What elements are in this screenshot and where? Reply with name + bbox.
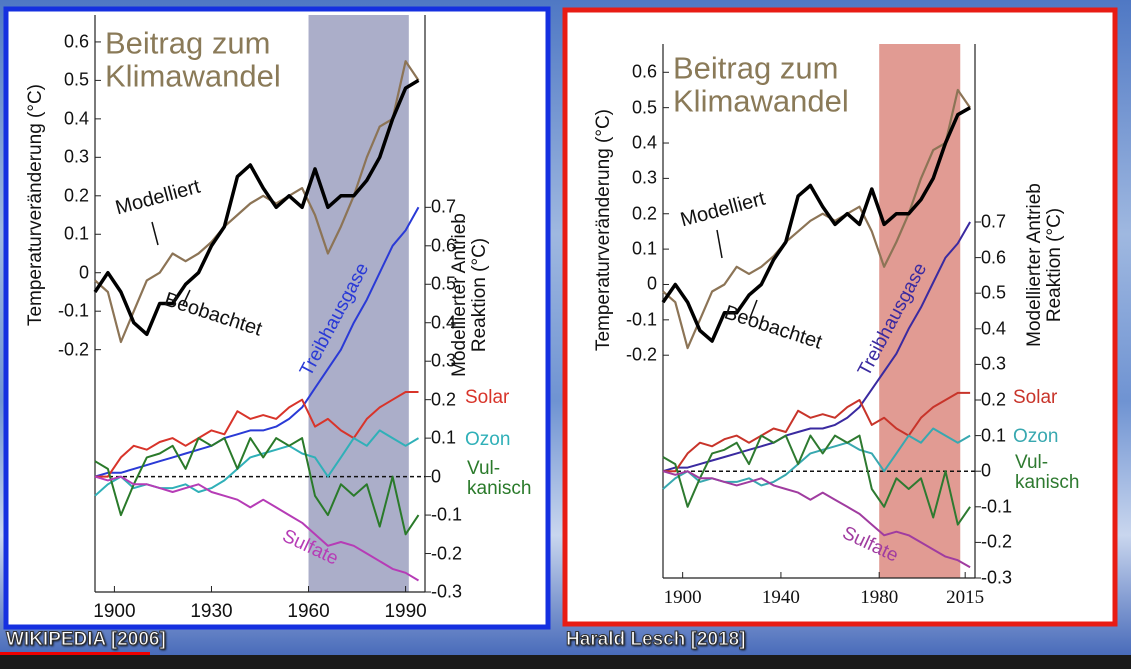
series-line xyxy=(661,106,971,343)
y-tick-label: 0.5 xyxy=(63,69,89,90)
y-axis-label: Temperaturveränderung (°C) xyxy=(25,83,47,327)
y-tick-label: 0.6 xyxy=(63,31,89,52)
y2-tick-label: -0.1 xyxy=(981,496,1013,517)
chart-title: Beitrag zum Klimawandel xyxy=(673,50,849,118)
annotation-arrow xyxy=(716,229,723,259)
series-line xyxy=(662,434,971,526)
y-tick-label: 0.2 xyxy=(63,185,89,206)
y-tick-label: 0.6 xyxy=(631,61,657,82)
series-label: Ozon xyxy=(1013,426,1059,448)
progress xyxy=(0,652,150,655)
player-bar xyxy=(0,655,1131,669)
x-tick-label: 1980 xyxy=(860,587,899,609)
y2-tick-label: 0.7 xyxy=(431,196,457,217)
y-axis-label: Temperaturveränderung (°C) xyxy=(593,108,615,352)
x-tick-label: 2015 xyxy=(946,587,985,609)
series-line xyxy=(94,437,420,536)
series-line xyxy=(93,78,420,337)
panel xyxy=(3,6,551,630)
y2-axis-label: Modellierter Antrieb Reaktion (°C) xyxy=(449,213,490,377)
annotation-arrow xyxy=(182,289,191,306)
source-caption: Harald Lesch [2018] xyxy=(566,629,747,651)
y-tick-label: 0.2 xyxy=(631,203,657,224)
y2-axis-label: Modellierter Antrieb Reaktion (°C) xyxy=(1024,183,1065,347)
y2-tick-label: 0.5 xyxy=(981,282,1007,303)
y2-tick-label: 0.7 xyxy=(981,211,1007,232)
y-tick-label: -0.1 xyxy=(625,309,657,330)
series-label: Ozon xyxy=(465,429,511,451)
y-tick-label: -0.2 xyxy=(57,339,89,360)
series-line xyxy=(663,391,971,473)
annotation-arrow xyxy=(749,299,758,319)
y-tick-label: -0.2 xyxy=(625,344,657,365)
y-tick-label: 0 xyxy=(78,262,89,283)
highlight-band xyxy=(308,15,409,592)
series-label: Vul-kanisch xyxy=(467,458,532,499)
y-tick-label: 0.3 xyxy=(63,146,89,167)
y-tick-label: 0.1 xyxy=(631,238,657,259)
y2-tick-label: -0.2 xyxy=(981,531,1013,552)
x-tick-label: 1900 xyxy=(663,587,702,609)
y2-tick-label: -0.3 xyxy=(981,567,1013,588)
series-line xyxy=(95,391,419,478)
panel xyxy=(562,7,1118,627)
y2-tick-label: 0.1 xyxy=(981,425,1007,446)
y-tick-label: 0.4 xyxy=(63,108,89,129)
y2-tick-label: 0.6 xyxy=(981,247,1007,268)
series-line xyxy=(94,475,420,582)
series-line xyxy=(94,60,420,344)
y-tick-label: 0.4 xyxy=(631,132,657,153)
y2-tick-label: -0.2 xyxy=(431,543,463,564)
chart-title: Beitrag zum Klimawandel xyxy=(105,25,281,93)
series-line xyxy=(662,88,972,350)
y2-tick-label: 0.2 xyxy=(981,389,1007,410)
y2-tick-label: 0.5 xyxy=(431,273,457,294)
y2-tick-label: 0 xyxy=(981,460,992,481)
y2-tick-label: 0.1 xyxy=(431,427,457,448)
series-line xyxy=(94,206,420,478)
y2-tick-label: 0.3 xyxy=(431,350,457,371)
series-label: Solar xyxy=(465,387,510,409)
x-tick-label: 1900 xyxy=(93,601,136,623)
y2-tick-label: 0.2 xyxy=(431,389,457,410)
y2-tick-label: 0.4 xyxy=(981,318,1007,339)
y2-tick-label: 0 xyxy=(431,466,442,487)
series-label: Solar xyxy=(1013,387,1058,409)
series-line xyxy=(662,470,971,569)
series-label: Vul-kanisch xyxy=(1015,452,1080,493)
y-tick-label: -0.1 xyxy=(57,300,89,321)
x-tick-label: 1940 xyxy=(761,587,800,609)
y-tick-label: 0.1 xyxy=(63,223,89,244)
y-tick-label: 0 xyxy=(646,274,657,295)
y2-tick-label: 0.6 xyxy=(431,235,457,256)
y2-tick-label: 0.4 xyxy=(431,312,457,333)
annotation-arrow xyxy=(151,221,159,246)
x-tick-label: 1990 xyxy=(384,601,427,623)
x-tick-label: 1930 xyxy=(190,601,233,623)
series-line xyxy=(662,221,971,473)
x-tick-label: 1960 xyxy=(287,601,330,623)
source-caption: WIKIPEDIA [2006] xyxy=(6,629,167,651)
y2-tick-label: 0.3 xyxy=(981,353,1007,374)
y-tick-label: 0.3 xyxy=(631,167,657,188)
y2-tick-label: -0.3 xyxy=(431,581,463,602)
y-tick-label: 0.5 xyxy=(631,97,657,118)
y2-tick-label: -0.1 xyxy=(431,504,463,525)
